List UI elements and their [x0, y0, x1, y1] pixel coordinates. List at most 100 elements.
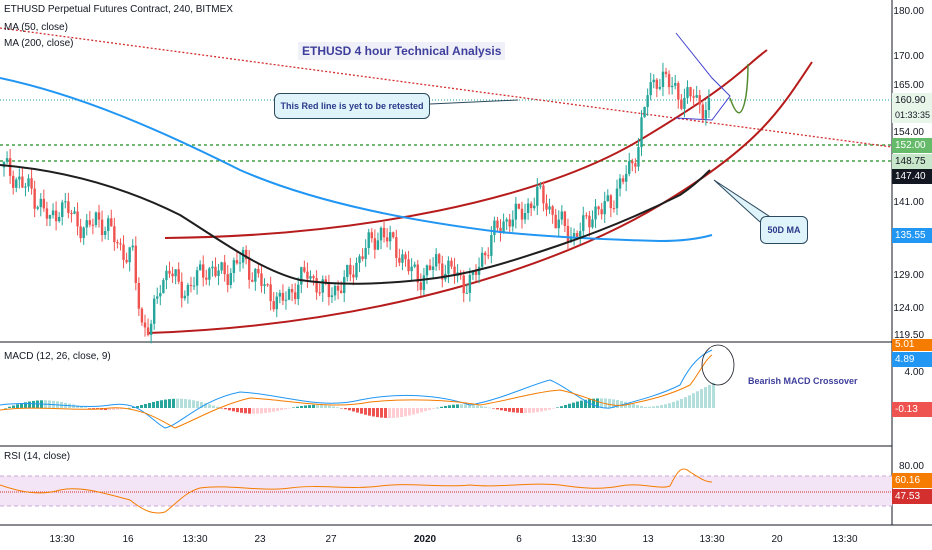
candle-body[interactable] — [572, 233, 576, 237]
candle-body[interactable] — [526, 203, 530, 214]
pennant-drawing[interactable] — [675, 32, 731, 121]
candle-body[interactable] — [609, 195, 613, 209]
candle-body[interactable] — [579, 231, 582, 237]
candle-body[interactable] — [434, 254, 438, 267]
candle-body[interactable] — [499, 227, 502, 233]
candle-body[interactable] — [30, 178, 33, 189]
candle-body[interactable] — [211, 266, 214, 269]
candle-body[interactable] — [51, 210, 55, 216]
candle-body[interactable] — [465, 292, 469, 294]
candle-body[interactable] — [413, 264, 416, 267]
candle-body[interactable] — [183, 295, 187, 299]
candle-body[interactable] — [566, 225, 570, 242]
candle-body[interactable] — [315, 278, 318, 293]
candle-body[interactable] — [64, 201, 67, 203]
candle-body[interactable] — [373, 238, 377, 250]
candle-body[interactable] — [107, 218, 110, 232]
candle-body[interactable] — [303, 267, 306, 272]
candle-body[interactable] — [539, 185, 542, 187]
candle-body[interactable] — [520, 208, 524, 220]
candle-body[interactable] — [674, 83, 677, 86]
candle-body[interactable] — [119, 243, 122, 245]
candle-body[interactable] — [330, 295, 334, 298]
candle-body[interactable] — [376, 240, 380, 250]
macd-signal-line[interactable] — [0, 354, 713, 429]
candle-body[interactable] — [606, 195, 609, 202]
candle-body[interactable] — [33, 188, 36, 209]
candle-body[interactable] — [505, 219, 508, 222]
candle-body[interactable] — [514, 203, 518, 220]
rsi-legend[interactable]: RSI (14, close) — [4, 451, 71, 462]
candle-body[interactable] — [603, 201, 606, 215]
candle-body[interactable] — [560, 211, 564, 220]
candle-body[interactable] — [352, 274, 355, 278]
candle-body[interactable] — [493, 220, 496, 236]
candle-body[interactable] — [646, 95, 649, 108]
candle-body[interactable] — [670, 85, 674, 88]
candle-body[interactable] — [398, 257, 401, 263]
candle-body[interactable] — [275, 296, 278, 310]
candle-body[interactable] — [162, 280, 165, 294]
candle-body[interactable] — [125, 259, 128, 263]
candle-body[interactable] — [247, 259, 251, 280]
candle-body[interactable] — [364, 247, 367, 259]
candle-body[interactable] — [698, 95, 701, 105]
candle-body[interactable] — [238, 262, 242, 264]
ma50-legend[interactable]: MA (50, close) — [4, 22, 68, 33]
candle-body[interactable] — [468, 274, 472, 293]
red-line-callout[interactable]: This Red line is yet to be retested — [274, 93, 430, 119]
candle-body[interactable] — [79, 226, 82, 239]
candle-body[interactable] — [628, 161, 631, 174]
candle-body[interactable] — [103, 231, 107, 235]
candle-body[interactable] — [146, 327, 150, 335]
candle-body[interactable] — [563, 211, 567, 226]
candle-body[interactable] — [21, 176, 24, 188]
candle-body[interactable] — [585, 215, 588, 217]
candle-body[interactable] — [189, 284, 193, 286]
candle-body[interactable] — [24, 186, 27, 188]
candle-body[interactable] — [8, 158, 12, 176]
macd-crossover-circle[interactable] — [701, 344, 735, 386]
candle-body[interactable] — [385, 237, 389, 242]
candle-body[interactable] — [165, 270, 168, 281]
red-dotted-trendline[interactable] — [0, 27, 893, 148]
candle-body[interactable] — [70, 212, 73, 214]
candle-body[interactable] — [569, 236, 573, 242]
candle-body[interactable] — [483, 252, 487, 256]
candle-body[interactable] — [358, 256, 361, 263]
candle-body[interactable] — [355, 262, 358, 278]
candle-body[interactable] — [346, 264, 349, 278]
candle-body[interactable] — [149, 323, 153, 335]
candle-body[interactable] — [370, 232, 373, 239]
candle-body[interactable] — [324, 279, 328, 284]
candle-body[interactable] — [159, 293, 162, 297]
candle-body[interactable] — [462, 275, 465, 294]
candle-body[interactable] — [67, 201, 70, 213]
candle-body[interactable] — [180, 281, 183, 299]
candle-body[interactable] — [597, 206, 600, 210]
candle-body[interactable] — [643, 107, 646, 118]
candle-body[interactable] — [704, 110, 708, 119]
candle-body[interactable] — [349, 264, 352, 275]
candle-body[interactable] — [198, 264, 202, 271]
candle-body[interactable] — [327, 283, 331, 298]
ma-callout[interactable]: 50D MA — [760, 216, 808, 244]
candle-body[interactable] — [548, 206, 551, 210]
candle-body[interactable] — [18, 176, 21, 180]
candle-body[interactable] — [441, 263, 444, 280]
candle-body[interactable] — [425, 265, 429, 276]
candle-body[interactable] — [416, 264, 419, 283]
candle-body[interactable] — [343, 277, 346, 294]
candle-body[interactable] — [140, 308, 144, 323]
candle-body[interactable] — [612, 208, 616, 210]
candle-body[interactable] — [529, 203, 533, 209]
candle-body[interactable] — [695, 95, 698, 98]
candle-body[interactable] — [600, 209, 603, 215]
candle-body[interactable] — [382, 227, 386, 238]
candle-body[interactable] — [281, 292, 285, 301]
candle-body[interactable] — [88, 220, 92, 225]
candle-body[interactable] — [551, 206, 554, 215]
candle-body[interactable] — [263, 284, 266, 286]
candle-body[interactable] — [487, 255, 490, 257]
